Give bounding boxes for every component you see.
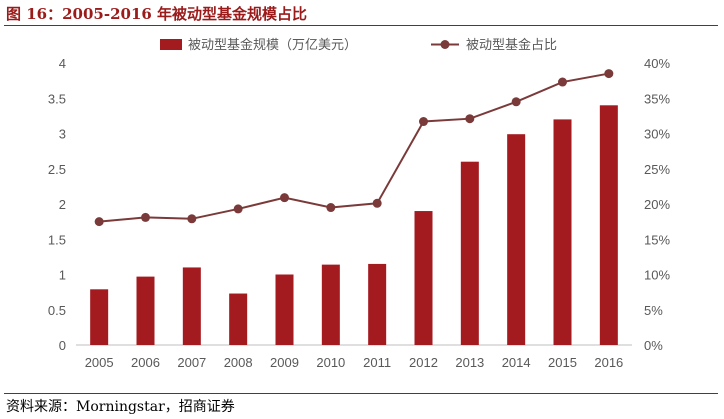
line-point — [94, 217, 104, 227]
legend: 被动型基金规模（万亿美元） 被动型基金占比 — [160, 37, 557, 53]
left-tick-label: 2 — [59, 197, 66, 212]
line-series — [94, 69, 614, 227]
bar — [229, 293, 248, 345]
line-point — [419, 117, 428, 127]
right-tick-label: 5% — [644, 303, 663, 318]
line-point — [465, 114, 475, 124]
left-tick-label: 0.5 — [48, 303, 66, 318]
legend-bar-label: 被动型基金规模（万亿美元） — [188, 37, 357, 53]
x-tick-label: 2014 — [502, 355, 531, 370]
line-point — [372, 198, 382, 208]
right-tick-label: 15% — [644, 232, 670, 247]
left-tick-label: 4 — [59, 56, 66, 71]
x-tick-label: 2007 — [177, 355, 206, 370]
left-tick-label: 0 — [59, 338, 66, 353]
left-axis: 0 0.5 1 1.5 2 2.5 3 3.5 4 — [48, 56, 66, 353]
bar — [414, 211, 433, 345]
bar — [460, 161, 479, 345]
bar — [182, 267, 201, 345]
left-tick-label: 2.5 — [48, 162, 66, 177]
legend-line-marker — [440, 40, 450, 49]
bar — [321, 264, 340, 345]
bar — [553, 119, 572, 346]
bar-series — [90, 105, 618, 346]
line-point — [604, 69, 614, 79]
bar — [368, 263, 387, 345]
right-axis: 0% 5% 10% 15% 20% 25% 30% 35% 40% — [644, 56, 670, 353]
x-tick-label: 2005 — [85, 355, 114, 370]
bar — [90, 289, 109, 345]
title-rule — [4, 25, 718, 26]
line-point — [280, 193, 289, 203]
right-tick-label: 10% — [644, 268, 670, 283]
chart: 被动型基金规模（万亿美元） 被动型基金占比 0 0.5 1 1.5 2 2.5 3 3.5 4 0… — [48, 37, 671, 370]
legend-bar-swatch — [160, 39, 182, 50]
left-tick-label: 3 — [59, 127, 66, 142]
x-tick-label: 2013 — [455, 355, 484, 370]
bar — [136, 276, 155, 345]
bar — [507, 134, 526, 345]
x-tick-label: 2006 — [131, 355, 160, 370]
x-tick-label: 2011 — [363, 355, 391, 370]
left-tick-label: 1.5 — [48, 232, 66, 247]
legend-line-label: 被动型基金占比 — [466, 37, 557, 53]
right-tick-label: 0% — [644, 338, 663, 353]
x-axis: 2005 2006 2007 2008 2009 2010 2011 2012 2013 2014… — [76, 344, 632, 370]
bar — [275, 274, 294, 345]
right-tick-label: 40% — [644, 56, 670, 71]
line-point — [511, 97, 521, 107]
bar — [599, 105, 618, 345]
x-tick-label: 2015 — [548, 355, 577, 370]
source-note: 资料来源：Morningstar，招商证券 — [6, 399, 235, 415]
line-point — [558, 77, 567, 87]
x-tick-label: 2010 — [316, 355, 345, 370]
right-tick-label: 20% — [644, 197, 670, 212]
line-point — [187, 214, 197, 224]
right-tick-label: 35% — [644, 91, 670, 106]
bottom-rule — [4, 393, 718, 394]
x-tick-label: 2009 — [270, 355, 299, 370]
left-tick-label: 1 — [59, 268, 66, 283]
x-tick-label: 2016 — [594, 355, 623, 370]
line-point — [233, 204, 243, 214]
left-tick-label: 3.5 — [48, 91, 66, 106]
line-point — [141, 212, 150, 222]
share-line — [99, 72, 610, 223]
right-tick-label: 25% — [644, 162, 670, 177]
right-tick-label: 30% — [644, 127, 670, 142]
figure-title: 图 16：2005-2016 年被动型基金规模占比 — [6, 5, 308, 23]
line-point — [326, 203, 336, 213]
x-tick-label: 2012 — [409, 355, 438, 370]
x-tick-label: 2008 — [224, 355, 253, 370]
